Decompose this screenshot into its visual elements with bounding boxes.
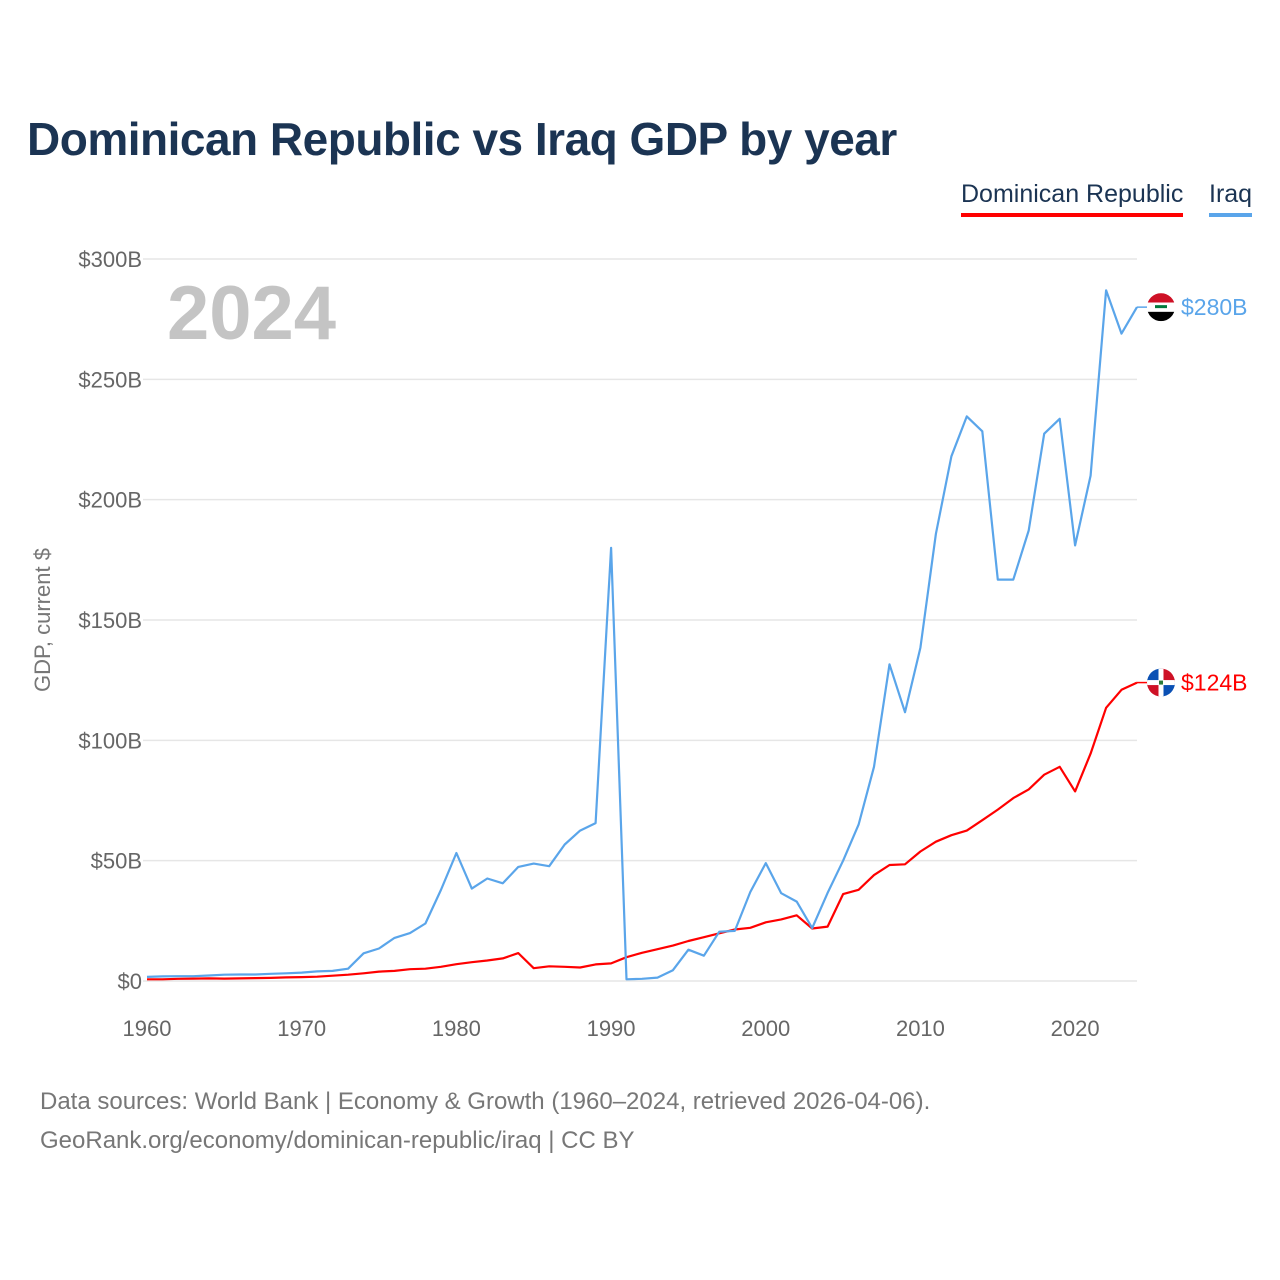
chart-title: Dominican Republic vs Iraq GDP by year — [27, 113, 897, 165]
dominican-republic-flag-icon — [1147, 668, 1175, 697]
legend-iraq[interactable]: Iraq — [1209, 180, 1253, 217]
source-link[interactable]: GeoRank.org/economy/dominican-republic/i… — [40, 1127, 635, 1154]
x-tick-label: 2020 — [1051, 1016, 1100, 1041]
y-tick-label: $250B — [78, 367, 142, 392]
x-tick-label: 1990 — [587, 1016, 636, 1041]
series-line-dominican-republic — [147, 681, 1138, 981]
end-value-label: $124B — [1181, 670, 1248, 696]
iraq-flag-icon — [1147, 293, 1175, 322]
x-tick-label: 1980 — [432, 1016, 481, 1041]
y-tick-label: $300B — [78, 247, 142, 272]
y-tick-label: $0 — [118, 969, 142, 994]
y-tick-label: $200B — [78, 488, 142, 513]
x-tick-label: 2000 — [741, 1016, 790, 1041]
y-tick-label: $50B — [91, 849, 142, 874]
year-watermark: 2024 — [167, 271, 336, 356]
x-tick-label: 2010 — [896, 1016, 945, 1041]
x-tick-label: 1970 — [277, 1016, 326, 1041]
y-tick-label: $150B — [78, 608, 142, 633]
series-line-iraq — [146, 289, 1138, 981]
end-value-label: $280B — [1181, 294, 1248, 320]
y-tick-label: $100B — [78, 728, 142, 753]
x-tick-label: 1960 — [123, 1016, 172, 1041]
line-chart: $0 $50B $100B $150B $200B $250B $300B 1960 1970 1… — [30, 247, 1248, 1041]
data-source-text: Data sources: World Bank | Economy & Gro… — [40, 1088, 931, 1115]
y-axis-label: GDP, current $ — [30, 548, 55, 692]
legend-dominican-republic[interactable]: Dominican Republic — [961, 180, 1184, 217]
footer: Data sources: World Bank | Economy & Gro… — [40, 1082, 930, 1160]
